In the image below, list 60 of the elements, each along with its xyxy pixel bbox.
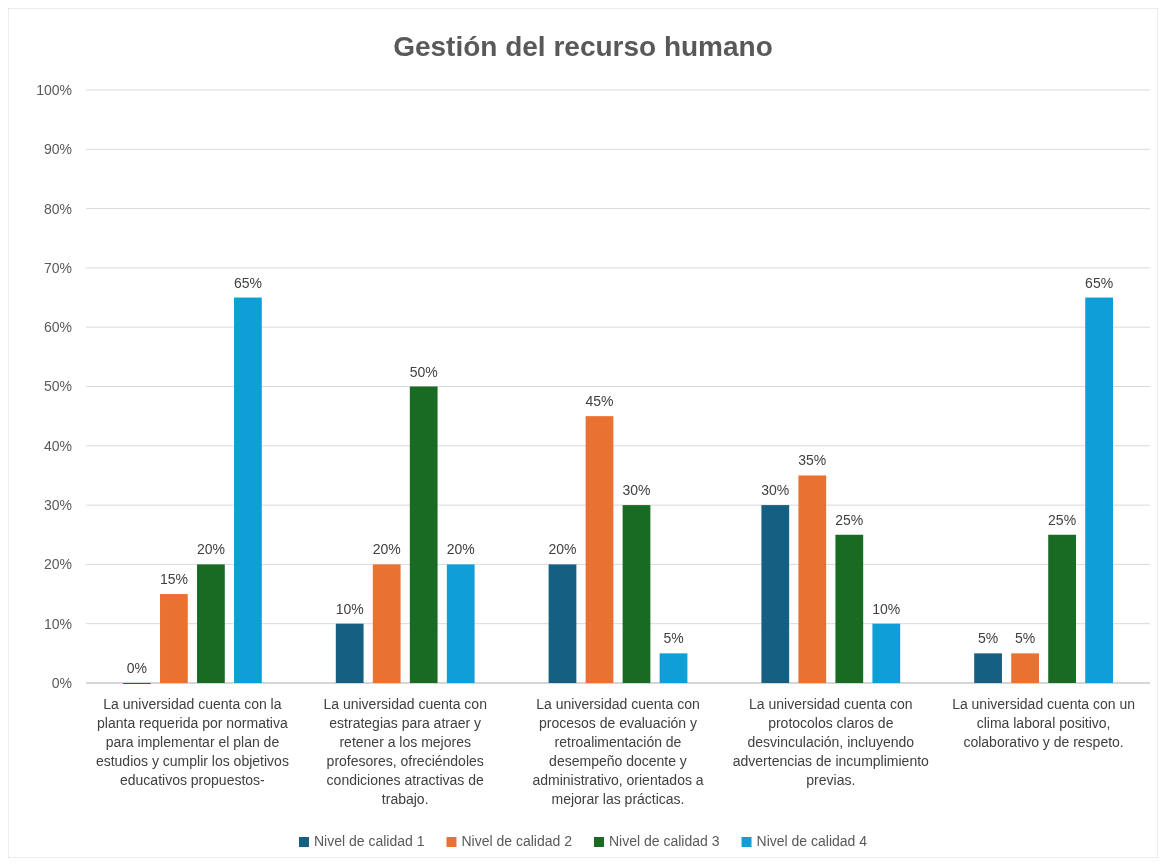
data-label: 5% — [1014, 630, 1036, 647]
legend-label: Nivel de calidad 1 — [313, 833, 425, 849]
data-label: 0% — [126, 660, 147, 676]
y-tick-label: 90% — [43, 141, 72, 158]
data-label: 65% — [233, 274, 262, 291]
y-tick-label: 0% — [51, 674, 72, 691]
x-tick-label: La universidad cuenta con procesos de evaluación y retroalimentación de desempeño docente y administrativo, orientados a mejorar las prácticas. — [532, 696, 704, 807]
data-label: 35% — [798, 452, 827, 469]
bar — [1048, 534, 1076, 683]
bar — [835, 534, 864, 683]
y-tick-label: 80% — [43, 200, 72, 217]
bar — [372, 564, 401, 683]
data-label: 50% — [409, 363, 438, 380]
bar — [409, 386, 438, 683]
data-label: 15% — [159, 571, 188, 588]
bar — [585, 416, 614, 683]
data-label: 20% — [196, 541, 225, 558]
y-tick-label: 20% — [43, 556, 72, 573]
data-label: 25% — [835, 511, 864, 528]
y-tick-label: 100% — [36, 81, 72, 98]
bar — [234, 297, 262, 683]
data-label: 20% — [372, 541, 401, 558]
x-tick-label: La universidad cuenta con protocolos claros de desvinculación, incluyendo advertencias de incumplimiento previas. — [732, 696, 930, 788]
data-label: 30% — [622, 482, 651, 499]
x-tick-label: La universidad cuenta con estrategias para atraer y retener a los mejores profesores, ofreciéndoles condiciones atractivas de trabajo. — [323, 696, 487, 807]
bar — [160, 594, 188, 683]
bar — [798, 475, 827, 683]
chart-title: Gestión del recurso humano — [393, 31, 773, 62]
bar — [974, 653, 1002, 683]
bar — [197, 564, 225, 683]
data-label: 25% — [1048, 511, 1077, 528]
bar — [659, 653, 688, 683]
bar — [548, 564, 577, 683]
bar — [335, 623, 364, 683]
data-label: 10% — [335, 600, 364, 617]
bar — [446, 564, 475, 683]
y-tick-label: 60% — [43, 319, 72, 336]
x-tick-label: La universidad cuenta con un clima laboral positivo, colaborativo y de respeto. — [952, 696, 1136, 750]
data-label: 20% — [446, 541, 475, 558]
bar — [761, 505, 790, 683]
x-tick-label: La universidad cuenta con la planta requerida por normativa para implementar el plan de estudios y cumplir los objetivos educativos propuestos- — [95, 696, 289, 788]
data-label: 30% — [761, 482, 790, 499]
data-label: 45% — [585, 393, 614, 410]
y-tick-label: 40% — [43, 437, 72, 454]
y-tick-label: 50% — [43, 378, 72, 395]
data-label: 20% — [548, 541, 577, 558]
data-label: 10% — [872, 600, 901, 617]
bar — [872, 623, 901, 683]
data-label: 65% — [1085, 274, 1114, 291]
legend-label: Nivel de calidad 4 — [756, 833, 868, 849]
bar — [1011, 653, 1039, 683]
legend-label: Nivel de calidad 3 — [609, 833, 720, 849]
legend-label: Nivel de calidad 2 — [461, 833, 573, 849]
y-tick-label: 10% — [43, 615, 72, 632]
y-tick-label: 30% — [43, 497, 72, 514]
y-tick-label: 70% — [43, 259, 72, 276]
data-label: 5% — [663, 630, 684, 647]
bar — [622, 505, 651, 683]
bar — [1085, 297, 1113, 683]
data-label: 5% — [977, 630, 999, 647]
